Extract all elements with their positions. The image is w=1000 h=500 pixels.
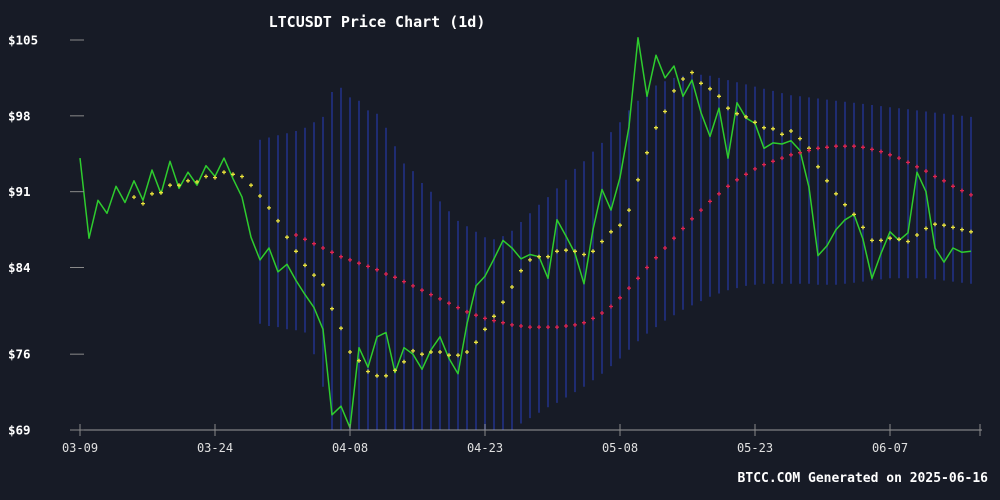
y-tick-label: $76 — [8, 347, 31, 362]
x-tick-label: 04-08 — [332, 441, 368, 455]
y-tick-label: $69 — [8, 423, 31, 438]
x-tick-label: 05-08 — [602, 441, 638, 455]
x-tick-label: 03-24 — [197, 441, 233, 455]
x-tick-label: 06-07 — [872, 441, 908, 455]
y-tick-label: $84 — [8, 260, 31, 275]
chart-title: LTCUSDT Price Chart (1d) — [269, 13, 486, 31]
y-tick-label: $91 — [8, 184, 31, 199]
ma25-dots — [294, 144, 973, 330]
footer-credit: BTCC.COM Generated on 2025-06-16 — [738, 471, 989, 486]
ma7-dots — [132, 70, 973, 378]
y-tick-label: $98 — [8, 108, 31, 123]
x-tick-label: 03-09 — [62, 441, 98, 455]
y-tick-label: $105 — [8, 33, 38, 48]
plot-area: 03-09 03-24 04-08 04-23 05-08 05-23 06-07 $105 $… — [8, 33, 982, 455]
price-line — [79, 37, 972, 429]
x-tick-label: 05-23 — [737, 441, 773, 455]
volatility-band-bars — [259, 74, 972, 430]
x-tick-label: 04-23 — [467, 441, 503, 455]
